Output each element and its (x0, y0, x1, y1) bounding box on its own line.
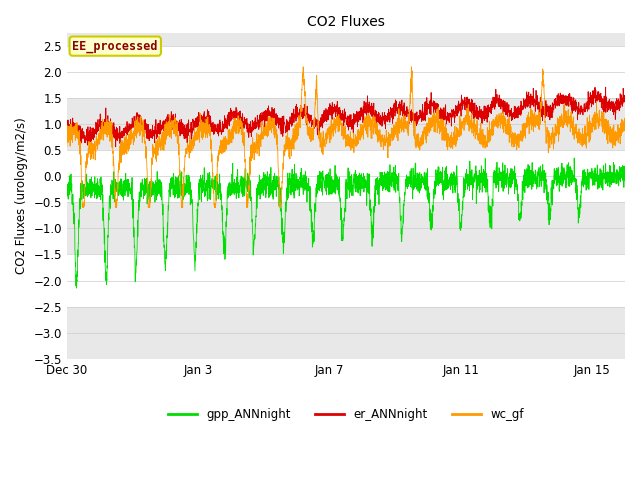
Bar (67, 307, 625, 359)
Y-axis label: CO2 Fluxes (urology/m2/s): CO2 Fluxes (urology/m2/s) (15, 118, 28, 274)
Bar (67, 33, 625, 46)
Title: CO2 Fluxes: CO2 Fluxes (307, 15, 385, 29)
Bar (67, 98, 625, 150)
Text: EE_processed: EE_processed (72, 39, 158, 53)
Legend: gpp_ANNnight, er_ANNnight, wc_gf: gpp_ANNnight, er_ANNnight, wc_gf (163, 404, 529, 426)
Bar (67, 203, 625, 254)
